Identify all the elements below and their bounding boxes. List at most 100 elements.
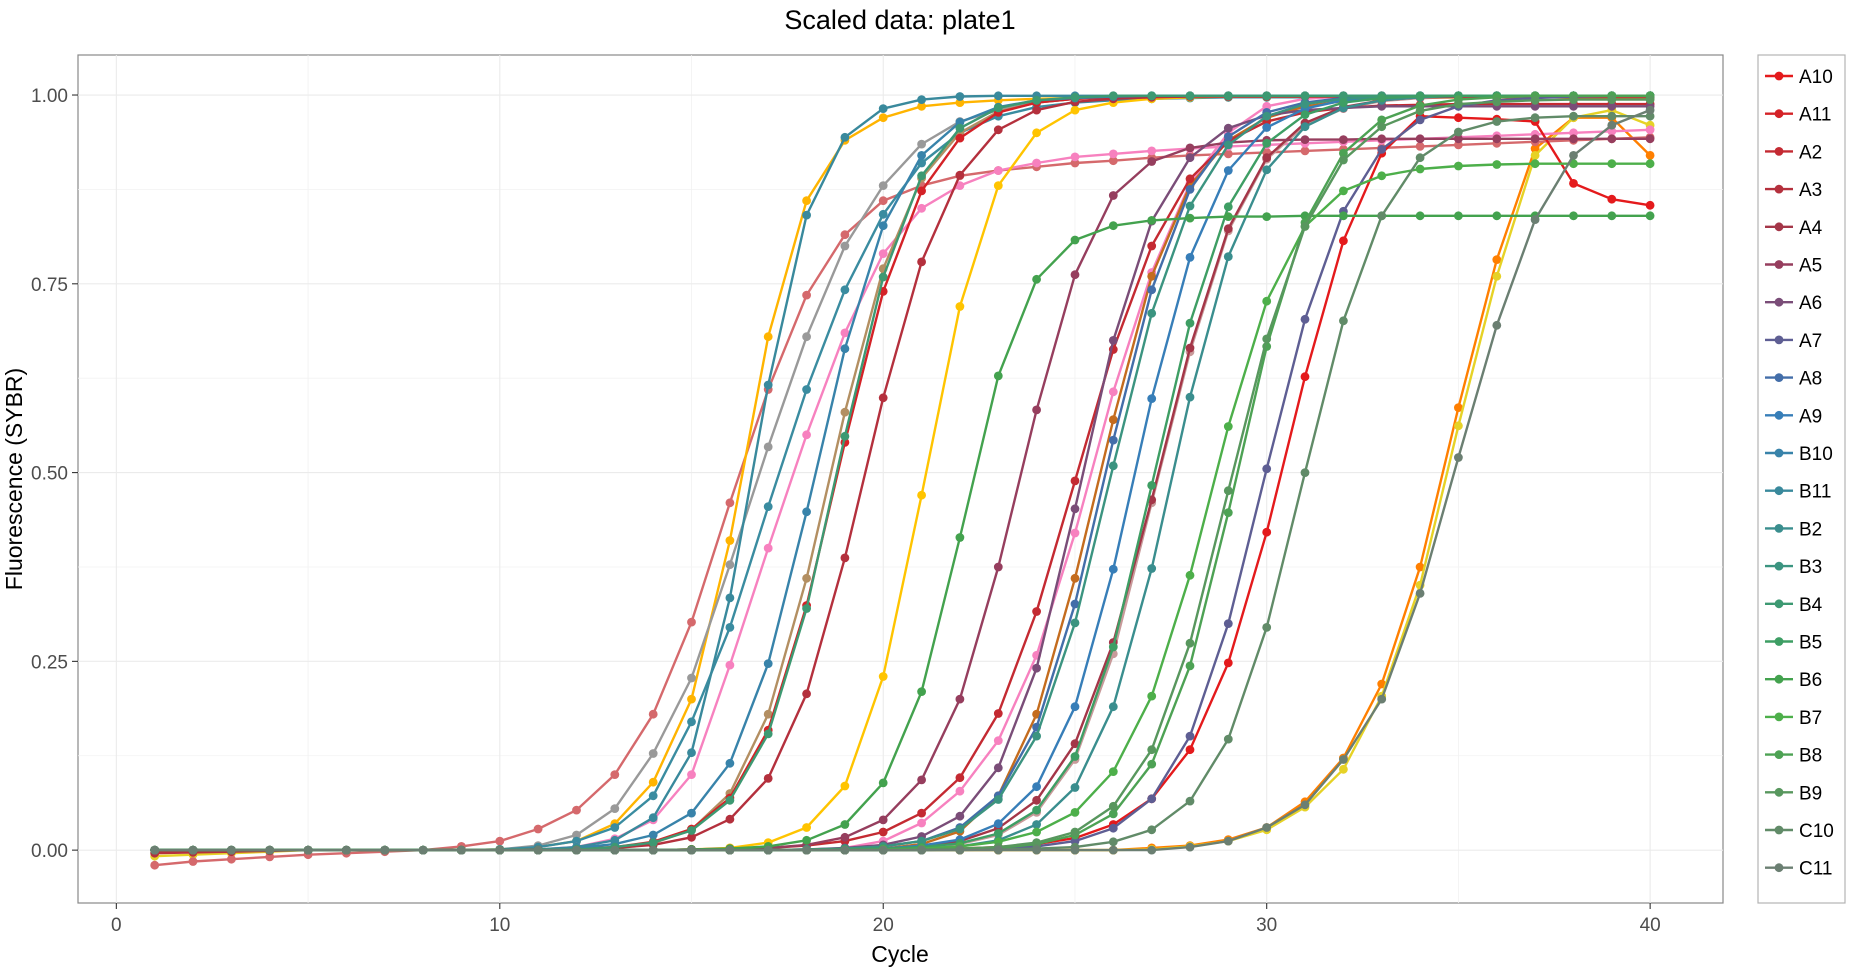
data-point xyxy=(1223,140,1233,150)
legend-key-point xyxy=(1774,410,1784,420)
data-point xyxy=(1645,159,1655,169)
legend-label: A6 xyxy=(1799,293,1822,314)
data-point xyxy=(840,344,850,354)
data-point xyxy=(1108,435,1118,445)
legend-key-point xyxy=(1774,486,1784,496)
data-point xyxy=(878,272,888,282)
series-layer xyxy=(150,91,1655,870)
data-point xyxy=(1070,476,1080,486)
data-point xyxy=(917,845,926,855)
legend-key-point xyxy=(1774,599,1784,609)
data-point xyxy=(1454,403,1463,412)
data-point xyxy=(725,795,735,805)
data-point xyxy=(1223,836,1233,846)
data-point xyxy=(955,181,965,191)
legend-label: A9 xyxy=(1799,406,1822,427)
y-tick-label: 1.00 xyxy=(31,86,68,107)
data-point xyxy=(993,829,1003,838)
data-point xyxy=(725,536,735,545)
data-point xyxy=(687,808,696,818)
data-point xyxy=(840,553,850,563)
legend-item-a10: A10 xyxy=(1765,67,1833,88)
data-point xyxy=(303,845,313,855)
data-point xyxy=(1108,221,1118,231)
data-point xyxy=(763,709,773,719)
data-point xyxy=(1070,270,1080,280)
data-point xyxy=(1607,126,1617,136)
data-point xyxy=(763,442,773,452)
data-point xyxy=(1223,123,1233,133)
data-point xyxy=(380,845,390,855)
data-point xyxy=(1108,461,1118,471)
data-point xyxy=(1070,528,1080,538)
data-point xyxy=(878,113,888,123)
data-point xyxy=(418,845,428,855)
data-point xyxy=(1645,111,1655,121)
data-point xyxy=(725,814,735,824)
data-point xyxy=(1492,97,1502,107)
data-point xyxy=(1569,101,1578,111)
data-point xyxy=(1569,179,1578,188)
plot-background xyxy=(77,54,1724,904)
data-point xyxy=(1530,95,1540,105)
data-point xyxy=(1108,91,1118,101)
data-point xyxy=(1339,211,1348,221)
y-axis-label: Fluorescence (SYBR) xyxy=(1,368,27,590)
data-point xyxy=(1415,164,1425,174)
data-point xyxy=(687,748,696,758)
data-point xyxy=(1108,415,1118,425)
data-point xyxy=(993,166,1003,175)
x-tick-label: 10 xyxy=(489,915,510,936)
legend-key-point xyxy=(1774,335,1784,345)
y-axis: 0.00 0.25 0.50 0.75 1.00 xyxy=(31,86,78,862)
data-point xyxy=(1070,783,1080,792)
data-point xyxy=(1262,153,1272,163)
data-point xyxy=(687,694,696,704)
data-point xyxy=(1147,745,1157,755)
data-point xyxy=(917,171,926,181)
legend-key-point xyxy=(1774,373,1784,382)
data-point xyxy=(1454,99,1463,109)
legend-key-point xyxy=(1774,71,1784,81)
data-point xyxy=(1147,691,1157,701)
data-point xyxy=(1415,153,1425,163)
legend-key-point xyxy=(1774,524,1784,533)
data-point xyxy=(227,845,236,855)
data-point xyxy=(917,151,926,160)
data-point xyxy=(1070,158,1080,168)
data-point xyxy=(917,95,926,104)
data-point xyxy=(1262,91,1272,101)
data-point xyxy=(1108,336,1118,345)
data-point xyxy=(1415,115,1425,125)
data-point xyxy=(1607,120,1617,130)
data-point xyxy=(1300,99,1310,109)
legend-key-point xyxy=(1774,787,1784,797)
data-point xyxy=(1070,845,1080,855)
legend: A10 A11 A2 A3 A4 A5 A6 A7 A8 A9 B10 B11 B2 B3 B4 B5 B6 B7… xyxy=(1757,54,1846,904)
data-point xyxy=(1569,134,1578,144)
data-point xyxy=(1032,731,1041,741)
data-point xyxy=(1645,105,1655,115)
data-point xyxy=(802,385,811,394)
data-point xyxy=(763,845,773,855)
legend-item-a11: A11 xyxy=(1765,105,1831,126)
data-point xyxy=(878,815,888,825)
data-point xyxy=(802,430,811,440)
data-point xyxy=(1339,186,1348,196)
data-point xyxy=(1223,486,1233,496)
data-point xyxy=(1300,135,1310,145)
data-point xyxy=(1300,146,1310,156)
legend-label: B10 xyxy=(1799,444,1833,465)
data-point xyxy=(1223,658,1233,668)
legend-label: A3 xyxy=(1799,180,1822,201)
data-point xyxy=(265,845,275,855)
legend-label: B11 xyxy=(1799,482,1831,503)
data-point xyxy=(1108,149,1118,159)
legend-item-a4: A4 xyxy=(1765,218,1823,239)
data-point xyxy=(802,573,811,583)
data-point xyxy=(1569,111,1578,121)
data-point xyxy=(1645,200,1655,210)
data-point xyxy=(1032,274,1041,284)
legend-label: B5 xyxy=(1799,633,1822,654)
data-point xyxy=(802,196,811,206)
